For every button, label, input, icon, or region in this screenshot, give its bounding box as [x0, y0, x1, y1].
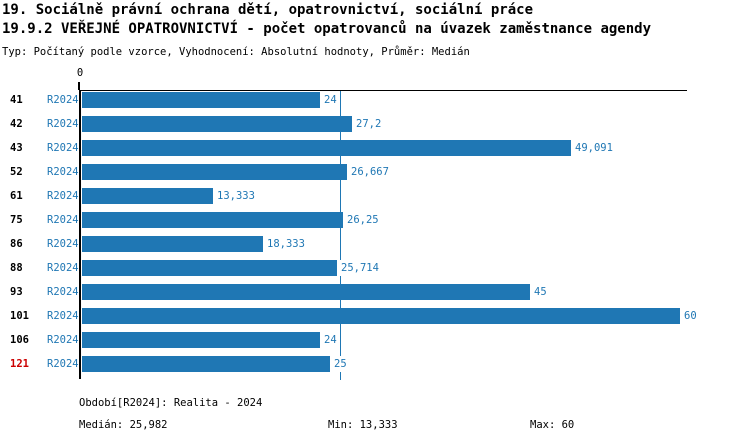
chart-row: 43 R2024 49,091: [0, 140, 750, 156]
report-title-line-2: 19.9.2 VEŘEJNÉ OPATROVNICTVÍ - počet opa…: [2, 21, 652, 37]
row-period-label: R2024: [47, 142, 79, 154]
chart-row: 86 R2024 18,333: [0, 236, 750, 252]
row-id-label: 42: [10, 118, 23, 130]
row-period-label: R2024: [47, 310, 79, 322]
row-period-label: R2024: [47, 118, 79, 130]
chart-rows-container: 41 R2024 24 42 R2024 27,2 43 R2024 49,09…: [0, 92, 750, 380]
y-axis-line: [79, 90, 81, 379]
value-bar: [82, 92, 320, 108]
value-bar: [82, 212, 343, 228]
value-label: 24: [323, 92, 338, 108]
row-id-label: 43: [10, 142, 23, 154]
chart-row: 41 R2024 24: [0, 92, 750, 108]
max-stat-text: Max: 60: [530, 419, 575, 431]
row-id-label: 101: [10, 310, 29, 322]
row-id-label: 75: [10, 214, 23, 226]
row-period-label: R2024: [47, 166, 79, 178]
value-label: 26,667: [350, 164, 390, 180]
chart-row: 93 R2024 45: [0, 284, 750, 300]
chart-row: 101 R2024 60: [0, 308, 750, 324]
chart-row: 42 R2024 27,2: [0, 116, 750, 132]
value-bar: [82, 236, 263, 252]
row-period-label: R2024: [47, 190, 79, 202]
horizontal-bar-chart: 0 41 R2024 24 42 R2024 27,2 43 R2024 49,…: [0, 67, 750, 380]
median-reference-line: [340, 91, 341, 380]
value-label: 45: [533, 284, 548, 300]
row-id-label: 52: [10, 166, 23, 178]
row-period-label: R2024: [47, 238, 79, 250]
row-id-label: 61: [10, 190, 23, 202]
x-axis-zero-tick-label: 0: [76, 67, 84, 79]
report-title-line-1: 19. Sociálně právní ochrana dětí, opatro…: [2, 2, 534, 18]
value-bar: [82, 356, 330, 372]
row-period-label: R2024: [47, 262, 79, 274]
period-info-text: Období[R2024]: Realita - 2024: [79, 397, 263, 409]
value-label: 25,714: [340, 260, 380, 276]
value-bar: [82, 188, 213, 204]
value-label: 18,333: [266, 236, 306, 252]
chart-row: 52 R2024 26,667: [0, 164, 750, 180]
value-bar: [82, 116, 352, 132]
min-stat-text: Min: 13,333: [328, 419, 398, 431]
chart-row: 61 R2024 13,333: [0, 188, 750, 204]
value-bar: [82, 284, 530, 300]
chart-row: 88 R2024 25,714: [0, 260, 750, 276]
value-label: 24: [323, 332, 338, 348]
value-label: 13,333: [216, 188, 256, 204]
value-label: 25: [333, 356, 348, 372]
value-bar: [82, 260, 337, 276]
row-id-label: 106: [10, 334, 29, 346]
row-id-label: 88: [10, 262, 23, 274]
value-bar: [82, 332, 320, 348]
row-period-label: R2024: [47, 358, 79, 370]
row-period-label: R2024: [47, 334, 79, 346]
row-period-label: R2024: [47, 286, 79, 298]
row-period-label: R2024: [47, 214, 79, 226]
median-stat-text: Medián: 25,982: [79, 419, 168, 431]
chart-top-border: [80, 90, 687, 91]
value-bar: [82, 164, 347, 180]
chart-row: 121 R2024 25: [0, 356, 750, 372]
value-bar: [82, 308, 680, 324]
report-subtitle: Typ: Počítaný podle vzorce, Vyhodnocení:…: [2, 46, 470, 58]
row-id-label: 121: [10, 358, 29, 370]
value-label: 26,25: [346, 212, 380, 228]
row-id-label: 41: [10, 94, 23, 106]
row-period-label: R2024: [47, 94, 79, 106]
x-axis-zero-tick: [78, 82, 80, 90]
value-label: 60: [683, 308, 698, 324]
value-label: 27,2: [355, 116, 383, 132]
value-label: 49,091: [574, 140, 614, 156]
chart-row: 75 R2024 26,25: [0, 212, 750, 228]
row-id-label: 93: [10, 286, 23, 298]
chart-row: 106 R2024 24: [0, 332, 750, 348]
value-bar: [82, 140, 571, 156]
row-id-label: 86: [10, 238, 23, 250]
